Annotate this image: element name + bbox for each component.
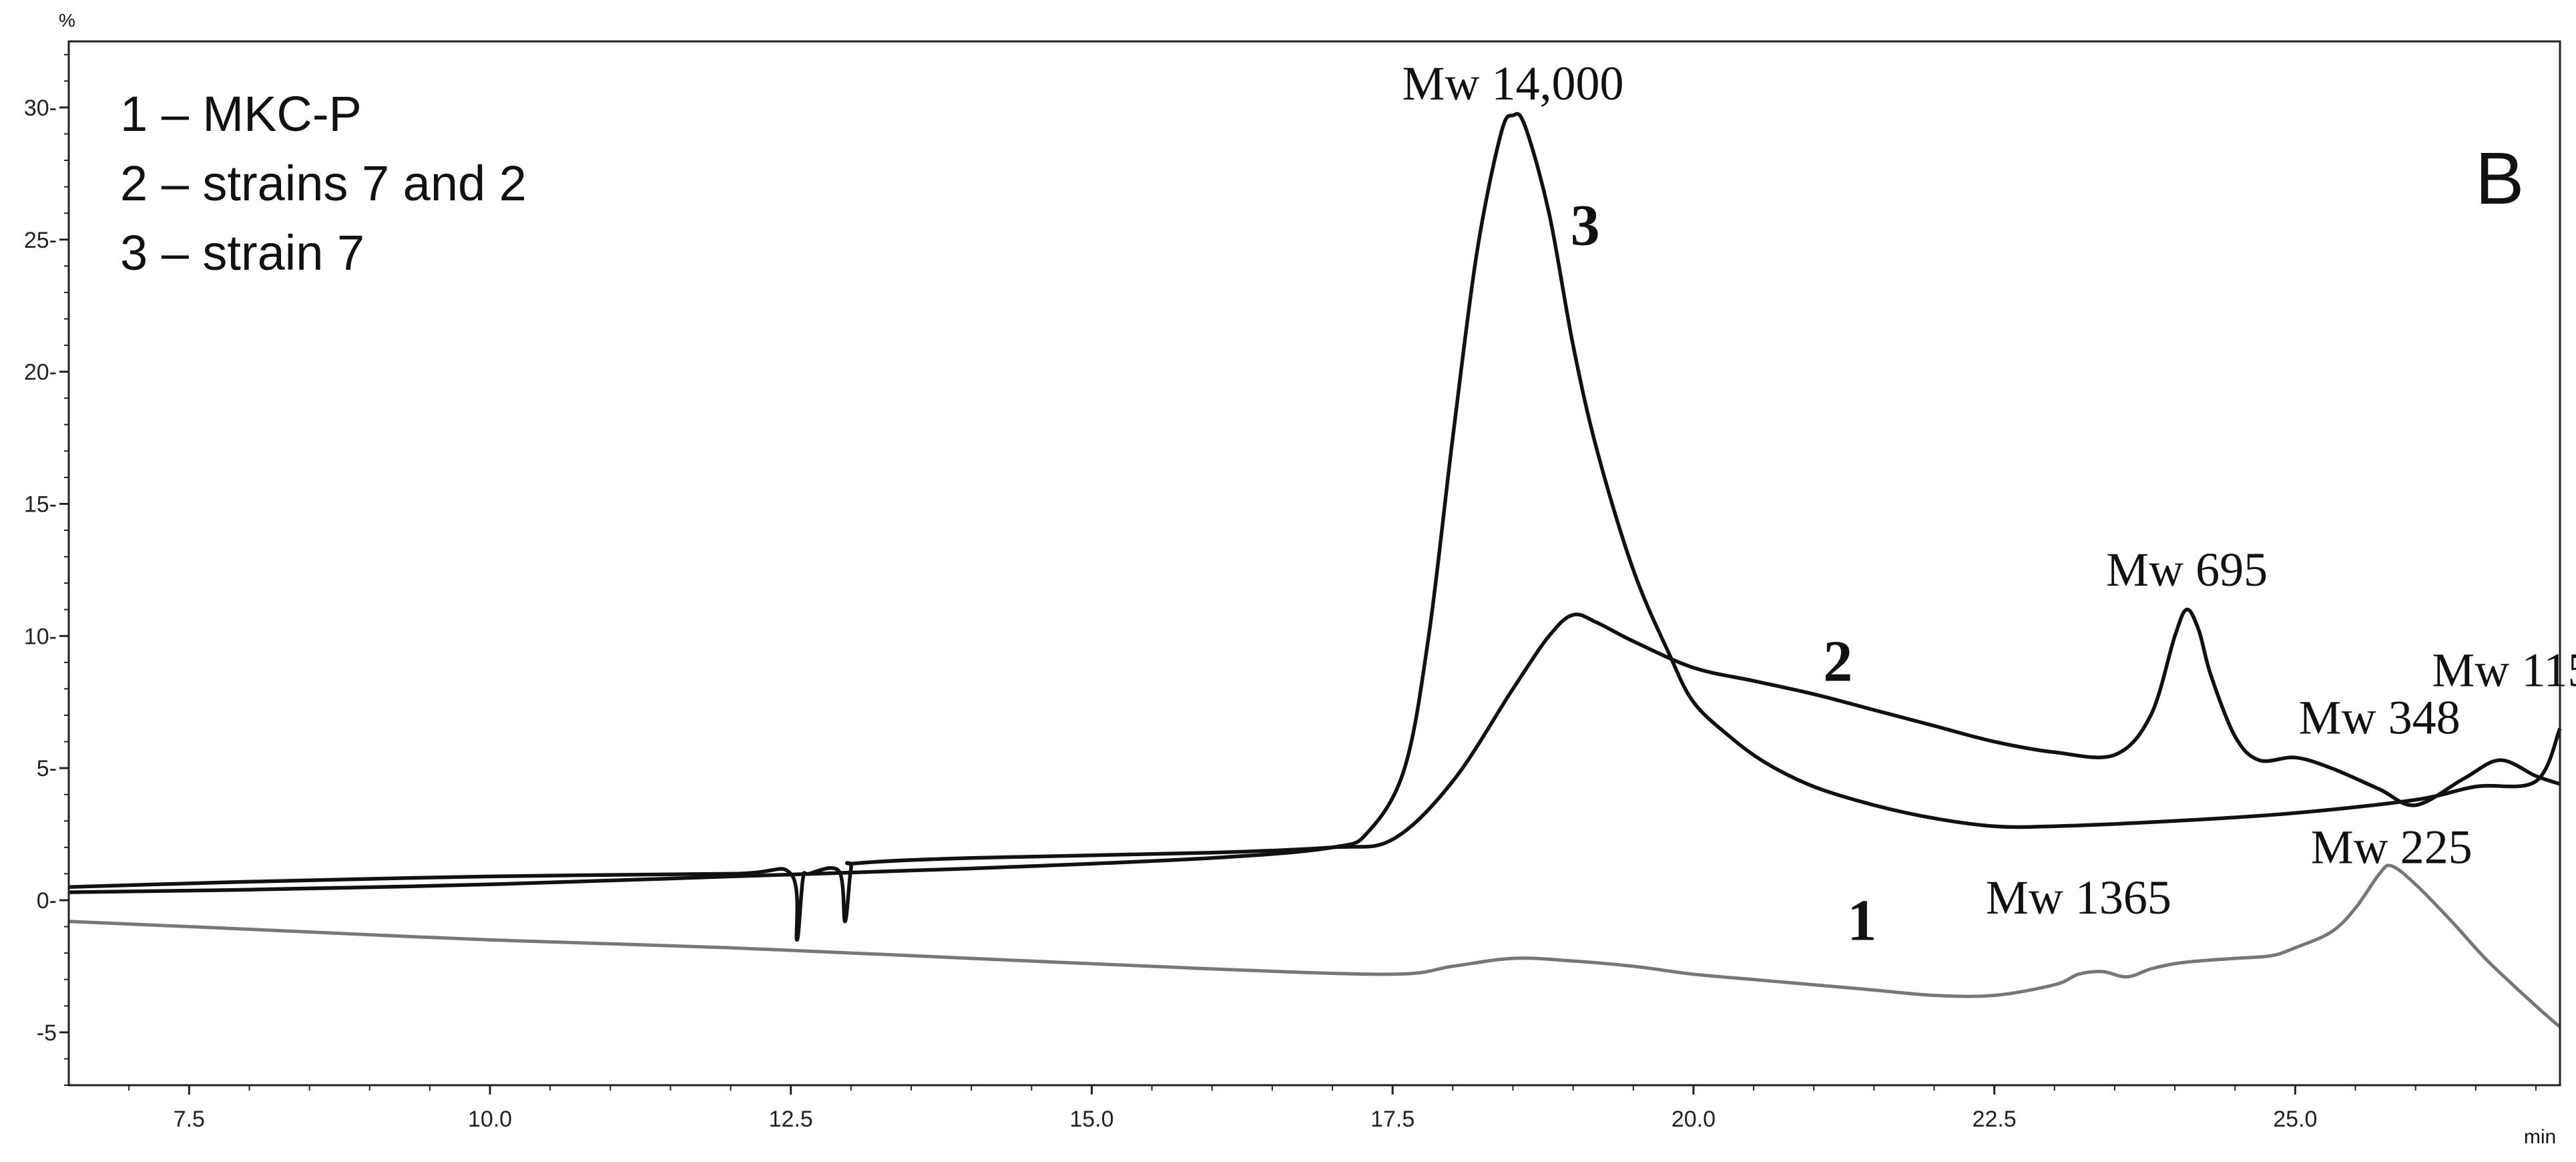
x-tick-label-4: 17.5 <box>1370 1107 1414 1132</box>
x-tick-label-5: 20.0 <box>1671 1107 1716 1132</box>
series-line-2 <box>68 607 2561 942</box>
mw-annotation: Mw 695 <box>2106 543 2268 596</box>
mw-annotation: Mw 115 <box>2432 643 2576 697</box>
x-tick-label-2: 12.5 <box>769 1107 813 1132</box>
curve-number-label: 3 <box>1571 194 1600 258</box>
series-line-1 <box>68 863 2561 1028</box>
y-tick-label-2: 5- <box>37 756 57 781</box>
mw-annotation: Mw 14,000 <box>1402 57 1623 110</box>
y-tick-label-4: 15- <box>24 492 57 517</box>
y-tick-label-1: 0- <box>37 888 57 914</box>
mw-annotation: Mw 1365 <box>1986 871 2171 924</box>
y-tick-label-7: 30- <box>24 95 57 121</box>
x-tick-label-3: 15.0 <box>1069 1107 1113 1132</box>
legend-line-2: 2 – strains 7 and 2 <box>120 156 527 211</box>
x-tick-label-6: 22.5 <box>1973 1107 2017 1132</box>
curve-number-label: 2 <box>1823 630 1852 695</box>
series-line-3 <box>68 112 2562 894</box>
panel-label: B <box>2475 138 2524 220</box>
y-tick-label-0: -5 <box>37 1020 57 1046</box>
x-tick-label-1: 10.0 <box>468 1107 512 1132</box>
y-tick-label-5: 20- <box>24 360 57 385</box>
y-tick-label-6: 25- <box>24 228 57 253</box>
curve-number-label: 1 <box>1847 888 1876 953</box>
x-unit-label: min <box>2524 1126 2556 1148</box>
x-tick-label-7: 25.0 <box>2273 1107 2317 1132</box>
y-tick-label-3: 10- <box>24 624 57 649</box>
legend-line-3: 3 – strain 7 <box>120 225 364 280</box>
mw-annotation: Mw 348 <box>2299 691 2461 745</box>
x-tick-label-0: 7.5 <box>174 1107 205 1132</box>
plot-frame <box>67 40 2561 1087</box>
mw-annotation: Mw 225 <box>2311 821 2473 874</box>
legend-line-1: 1 – MKC-P <box>120 86 362 142</box>
y-unit-label: % <box>59 10 75 31</box>
